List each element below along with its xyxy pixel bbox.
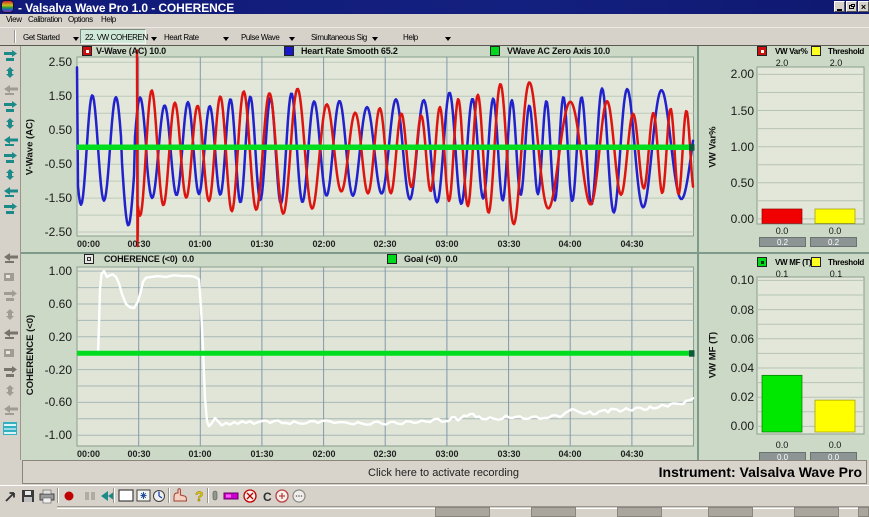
- svg-text:C: C: [263, 490, 272, 504]
- svg-text:?: ?: [195, 488, 204, 504]
